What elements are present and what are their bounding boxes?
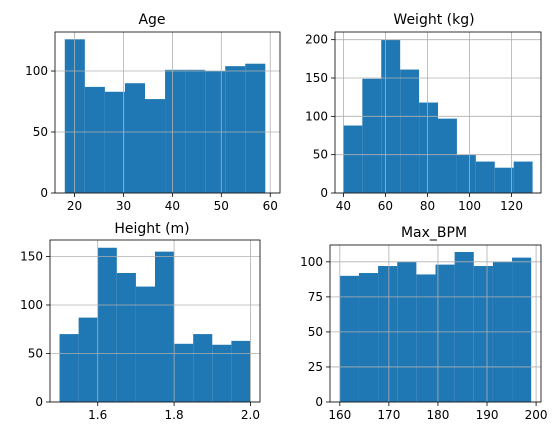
x-tick-label: 20 bbox=[67, 199, 82, 213]
y-tick-label: 0 bbox=[40, 186, 48, 200]
histogram-bar bbox=[512, 257, 532, 402]
histogram-bar bbox=[362, 78, 382, 193]
histogram-bar bbox=[419, 102, 438, 193]
histogram-bars bbox=[339, 252, 532, 402]
y-tick-label: 50 bbox=[33, 125, 48, 139]
histogram-bar bbox=[155, 251, 175, 402]
y-tick-label: 100 bbox=[20, 298, 43, 312]
histogram-bar bbox=[59, 334, 79, 402]
histogram-bars bbox=[59, 247, 251, 402]
x-tick-label: 180 bbox=[427, 408, 450, 422]
x-tick-label: 1.8 bbox=[165, 408, 184, 422]
histogram-bar bbox=[475, 161, 495, 193]
histogram-bar bbox=[84, 86, 105, 193]
y-tick-label: 50 bbox=[308, 325, 323, 339]
subplot-title: Weight (kg) bbox=[393, 12, 474, 28]
subplot-age: Age 20 30 40 50 60 0 50 100 bbox=[25, 12, 281, 213]
histogram-bar bbox=[473, 266, 493, 402]
histogram-bar bbox=[135, 286, 155, 402]
y-tick-label: 100 bbox=[305, 109, 328, 123]
histogram-bar bbox=[454, 252, 474, 402]
y-tick-label: 150 bbox=[305, 71, 328, 85]
x-tick-label: 2.0 bbox=[241, 408, 260, 422]
histogram-bar bbox=[378, 266, 398, 402]
histogram-bar bbox=[416, 274, 436, 402]
histogram-bar bbox=[400, 69, 420, 193]
x-tick-label: 60 bbox=[378, 199, 393, 213]
histogram-bar bbox=[145, 99, 166, 193]
histogram-bar bbox=[438, 118, 457, 193]
y-tick-label: 100 bbox=[25, 64, 48, 78]
x-tick-label: 40 bbox=[165, 199, 180, 213]
subplot-height: Height (m) 1.6 1.8 2.0 0 50 100 150 bbox=[20, 221, 261, 422]
histogram-bar bbox=[225, 66, 246, 193]
x-tick-label: 100 bbox=[458, 199, 481, 213]
histogram-bar bbox=[116, 272, 136, 402]
histogram-bar bbox=[513, 161, 533, 193]
x-tick-label: 1.6 bbox=[88, 408, 107, 422]
histogram-bar bbox=[231, 340, 251, 402]
x-tick-label: 190 bbox=[476, 408, 499, 422]
subplot-max-bpm: Max_BPM 160 170 180 190 200 0 25 50 75 100 bbox=[300, 225, 547, 422]
histogram-bar bbox=[343, 125, 363, 193]
y-tick-label: 50 bbox=[313, 148, 328, 162]
histogram-bar bbox=[494, 167, 514, 193]
histogram-bars bbox=[64, 39, 266, 194]
histogram-bar bbox=[97, 247, 117, 402]
histogram-bar bbox=[193, 334, 213, 402]
axes-frame bbox=[49, 239, 261, 403]
x-tick-label: 30 bbox=[116, 199, 131, 213]
y-tick-label: 75 bbox=[308, 290, 323, 304]
subplot-title: Height (m) bbox=[114, 221, 189, 237]
subplot-weight: Weight (kg) 40 60 80 100 120 0 50 100 150 200 bbox=[305, 12, 542, 213]
histogram-bar bbox=[174, 343, 194, 402]
grid bbox=[335, 32, 541, 194]
y-tick-label: 25 bbox=[308, 360, 323, 374]
histogram-bar bbox=[104, 91, 125, 193]
axes-frame bbox=[329, 244, 542, 403]
histogram-bar bbox=[185, 69, 206, 193]
x-tick-label: 40 bbox=[336, 199, 351, 213]
x-tick-label: 80 bbox=[420, 199, 435, 213]
histogram-bar bbox=[245, 63, 266, 193]
histogram-bar bbox=[165, 69, 186, 193]
y-tick-label: 100 bbox=[300, 255, 323, 269]
histogram-bar bbox=[456, 154, 476, 193]
y-tick-label: 0 bbox=[35, 395, 43, 409]
x-tick-label: 200 bbox=[525, 408, 548, 422]
x-tick-label: 60 bbox=[263, 199, 278, 213]
y-tick-label: 200 bbox=[305, 33, 328, 47]
y-tick-label: 0 bbox=[315, 395, 323, 409]
subplot-title: Max_BPM bbox=[401, 225, 467, 241]
histogram-bar bbox=[124, 83, 145, 193]
x-tick-label: 120 bbox=[500, 199, 523, 213]
histogram-bar bbox=[435, 264, 455, 402]
subplot-title: Age bbox=[138, 12, 165, 28]
y-tick-label: 50 bbox=[28, 346, 43, 360]
histogram-bar bbox=[358, 273, 379, 402]
x-tick-label: 170 bbox=[377, 408, 400, 422]
x-tick-label: 50 bbox=[214, 199, 229, 213]
axes-frame bbox=[334, 31, 542, 194]
y-tick-label: 0 bbox=[320, 186, 328, 200]
y-tick-label: 150 bbox=[20, 249, 43, 263]
x-tick-label: 160 bbox=[328, 408, 351, 422]
axes-frame bbox=[54, 31, 281, 194]
histogram-bar bbox=[212, 344, 232, 402]
histogram-bar bbox=[339, 275, 359, 402]
histogram-bar bbox=[78, 317, 98, 402]
